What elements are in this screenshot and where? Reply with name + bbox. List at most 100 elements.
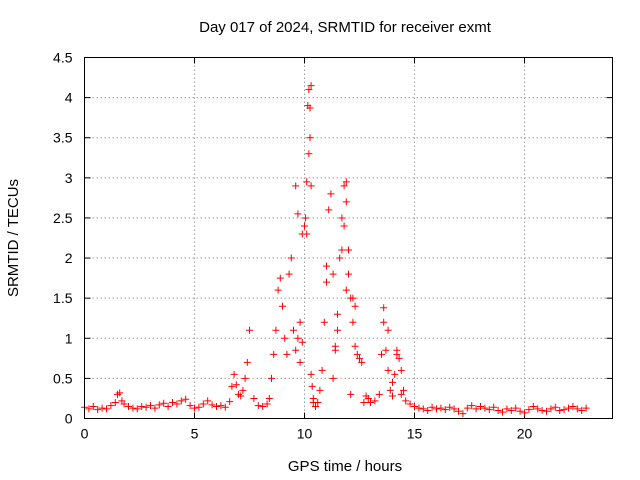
data-point bbox=[521, 409, 528, 417]
data-point bbox=[138, 402, 146, 410]
data-point bbox=[525, 406, 533, 414]
data-point bbox=[151, 404, 159, 412]
data-point bbox=[503, 405, 511, 413]
data-point bbox=[437, 404, 445, 412]
data-point bbox=[347, 390, 355, 398]
data-point bbox=[391, 370, 399, 378]
data-point bbox=[307, 182, 315, 190]
data-point bbox=[246, 326, 253, 334]
data-point bbox=[272, 326, 280, 334]
data-point bbox=[375, 390, 383, 398]
data-point bbox=[129, 404, 137, 412]
data-point bbox=[481, 404, 489, 412]
data-point bbox=[336, 254, 344, 262]
data-point bbox=[516, 407, 524, 415]
y-axis-label: SRMTID / TECUs bbox=[5, 179, 22, 297]
data-point bbox=[556, 406, 564, 414]
data-point bbox=[243, 358, 251, 366]
data-point bbox=[538, 406, 546, 414]
data-point bbox=[230, 370, 238, 378]
data-point bbox=[292, 346, 300, 354]
data-point bbox=[507, 406, 515, 414]
data-point bbox=[334, 326, 341, 334]
data-point bbox=[228, 382, 236, 390]
data-point bbox=[342, 286, 350, 294]
data-point bbox=[309, 398, 317, 406]
data-point bbox=[342, 198, 350, 206]
data-point bbox=[294, 210, 302, 218]
data-point bbox=[512, 404, 520, 412]
data-point bbox=[340, 222, 348, 230]
data-point bbox=[424, 406, 432, 414]
data-point bbox=[182, 395, 190, 403]
data-point bbox=[364, 394, 372, 402]
data-point bbox=[320, 318, 328, 326]
y-tick-label: 4 bbox=[65, 90, 73, 106]
data-point bbox=[351, 302, 359, 310]
data-point bbox=[378, 350, 385, 358]
data-point bbox=[292, 182, 300, 190]
data-point bbox=[386, 386, 394, 394]
y-tick-label: 2 bbox=[65, 250, 73, 266]
data-point bbox=[301, 222, 308, 230]
data-point bbox=[308, 382, 316, 390]
data-point bbox=[569, 402, 577, 410]
data-point bbox=[397, 390, 405, 398]
data-point bbox=[259, 402, 267, 410]
data-point bbox=[529, 402, 537, 410]
data-point bbox=[384, 326, 392, 334]
data-point bbox=[380, 304, 388, 312]
data-point bbox=[402, 397, 410, 405]
plot-frame bbox=[84, 57, 613, 419]
y-tick-label: 1.5 bbox=[53, 290, 73, 306]
data-point bbox=[270, 350, 278, 358]
data-point bbox=[306, 104, 314, 112]
data-point bbox=[543, 407, 550, 415]
y-tick-label: 4.5 bbox=[53, 50, 73, 66]
data-point bbox=[116, 389, 124, 397]
data-point bbox=[263, 400, 271, 408]
x-axis-label: GPS time / hours bbox=[288, 458, 402, 475]
chart-title: Day 017 of 2024, SRMTID for receiver exm… bbox=[199, 19, 492, 36]
data-point bbox=[397, 366, 405, 374]
data-point bbox=[446, 403, 454, 411]
data-point bbox=[98, 404, 106, 412]
data-point bbox=[276, 274, 284, 282]
data-point bbox=[241, 374, 249, 382]
data-point bbox=[306, 134, 314, 142]
data-point bbox=[85, 405, 93, 413]
data-point bbox=[329, 374, 337, 382]
data-point bbox=[164, 402, 172, 410]
x-tick-label: 10 bbox=[297, 426, 313, 442]
data-point bbox=[347, 294, 355, 302]
data-point bbox=[468, 402, 476, 410]
data-point bbox=[490, 403, 498, 411]
data-point bbox=[325, 206, 333, 214]
data-point bbox=[441, 406, 449, 414]
data-point bbox=[582, 404, 590, 412]
data-point bbox=[94, 406, 102, 414]
data-point bbox=[459, 410, 467, 418]
data-point bbox=[120, 400, 128, 408]
data-point bbox=[338, 246, 346, 254]
data-point bbox=[213, 402, 220, 410]
data-point bbox=[169, 398, 176, 406]
data-points bbox=[81, 82, 590, 418]
data-point bbox=[411, 402, 418, 410]
data-point bbox=[477, 402, 484, 410]
data-point bbox=[329, 270, 337, 278]
data-point bbox=[208, 401, 216, 409]
data-point bbox=[371, 397, 379, 405]
data-point bbox=[578, 406, 586, 414]
data-point bbox=[560, 406, 568, 414]
data-point bbox=[318, 366, 326, 374]
data-point bbox=[565, 404, 572, 412]
data-point bbox=[367, 398, 374, 406]
y-tick-label: 1 bbox=[65, 330, 73, 346]
data-point bbox=[250, 394, 258, 402]
data-point bbox=[534, 405, 542, 413]
data-point bbox=[290, 326, 297, 334]
data-point bbox=[338, 214, 346, 222]
